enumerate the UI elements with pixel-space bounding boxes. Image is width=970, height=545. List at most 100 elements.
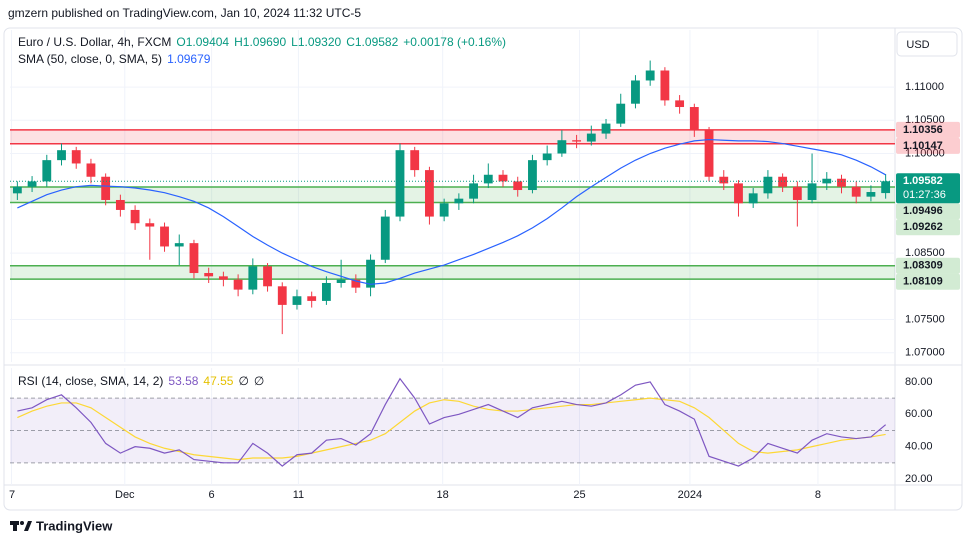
x-tick-label: 11 <box>293 489 304 501</box>
candle-body <box>675 100 685 108</box>
candle-body <box>528 160 537 191</box>
logo <box>10 521 32 531</box>
zone <box>10 186 895 203</box>
y-tick-label: 80.00 <box>905 376 933 388</box>
zone-label-text: 1.08309 <box>903 260 943 272</box>
candle-body <box>145 223 155 227</box>
x-tick-label: 7 <box>9 489 15 501</box>
candle-body <box>307 296 317 301</box>
zone <box>10 129 895 144</box>
zone-label <box>896 273 960 290</box>
rsi-extra: ∅ <box>238 374 249 388</box>
candle-body <box>263 266 272 287</box>
y-tick-label: 20.00 <box>905 473 933 485</box>
candle-body <box>837 178 846 187</box>
currency: USD <box>906 39 929 51</box>
rsi-title: RSI (14, close, SMA, 14, 2) <box>18 374 164 388</box>
countdown: 01:27:36 <box>903 189 946 201</box>
candle-body <box>866 192 876 197</box>
candle-body <box>233 279 243 290</box>
x-tick-label: 6 <box>209 489 215 501</box>
footer-brand: TradingView <box>36 518 113 533</box>
zone-label <box>896 137 960 154</box>
y-tick-label: 60.00 <box>905 408 933 420</box>
y-tick-label: 1.10500 <box>905 114 945 126</box>
y-tick-label: 1.07500 <box>905 313 945 325</box>
candle-body <box>498 174 508 182</box>
ohlc-high: H1.09690 <box>234 35 287 49</box>
candle-body <box>734 183 743 204</box>
symbol-title: Euro / U.S. Dollar, 4h, FXCM <box>18 35 172 49</box>
currency-button[interactable] <box>896 31 958 57</box>
zone-label <box>896 257 960 274</box>
candle-body <box>321 282 331 301</box>
rsi-line <box>17 397 886 461</box>
candle-body <box>513 181 523 191</box>
candle-body <box>704 130 714 177</box>
candle-body <box>101 176 111 200</box>
candle-body <box>366 259 375 288</box>
publisher: gmzern published on TradingView.com, Jan… <box>8 6 362 20</box>
candle-body <box>292 296 302 305</box>
candle-body <box>351 279 361 288</box>
candle-body <box>616 103 626 124</box>
candle-body <box>57 150 66 161</box>
frame <box>3 27 963 511</box>
candle-body <box>748 193 758 204</box>
candle-body <box>807 183 817 200</box>
candle-body <box>542 153 552 161</box>
candle-body <box>645 70 655 81</box>
y-tick-label: 40.00 <box>905 441 933 453</box>
candle-body <box>410 150 420 171</box>
zone <box>10 265 895 280</box>
price-legend: Euro / U.S. Dollar, 4h, FXCM O1.09404 H1.0… <box>18 35 511 49</box>
candle-body <box>336 279 346 283</box>
candle-body <box>277 286 287 305</box>
x-tick-label: Dec <box>115 489 135 501</box>
candle-body <box>454 198 464 204</box>
rsi-legend: RSI (14, close, SMA, 14, 2) 53.58 47.55 ∅ ∅ <box>18 374 269 388</box>
rsi-ma-value: 47.55 <box>203 374 234 388</box>
zone-label-text: 1.10147 <box>903 140 943 152</box>
candle-body <box>601 123 611 134</box>
candle-body <box>425 170 434 217</box>
ohlc-close: C1.09582 <box>346 35 399 49</box>
candle-body <box>395 150 405 217</box>
candle-body <box>881 181 891 194</box>
candle-body <box>719 176 729 184</box>
candle-body <box>42 160 52 182</box>
candle-body <box>160 226 169 247</box>
zone-label <box>896 203 960 220</box>
candle-body <box>851 186 861 197</box>
candle-body <box>12 186 22 194</box>
candle-body <box>174 243 184 247</box>
candle-body <box>483 174 493 184</box>
candle-body <box>189 243 199 274</box>
candle-body <box>792 186 802 200</box>
candle-body <box>557 140 567 154</box>
candle-body <box>439 203 449 217</box>
zone-label-text: 1.10356 <box>903 124 943 136</box>
candle-body <box>130 209 140 224</box>
candle-body <box>586 133 596 142</box>
x-tick-label: 2024 <box>678 489 702 501</box>
x-tick-label: 8 <box>815 489 821 501</box>
y-tick-label: 1.07000 <box>905 347 945 359</box>
candle-body <box>71 150 81 164</box>
change: +0.00178 (+0.16%) <box>403 35 507 49</box>
candle-body <box>218 276 228 280</box>
rsi-value: 53.58 <box>168 374 199 388</box>
y-tick-label: 1.08500 <box>905 247 945 259</box>
candle-body <box>115 199 125 210</box>
ohlc-open: O1.09404 <box>176 35 230 49</box>
zone-label <box>896 219 960 236</box>
candle-body <box>778 176 788 187</box>
rsi-extra: ∅ <box>253 374 265 388</box>
candle-body <box>204 273 214 277</box>
candle-body <box>86 163 96 177</box>
candle-body <box>27 181 37 187</box>
candle-body <box>248 266 258 290</box>
y-tick-label: 1.10000 <box>905 147 945 159</box>
zone-label <box>896 121 960 138</box>
